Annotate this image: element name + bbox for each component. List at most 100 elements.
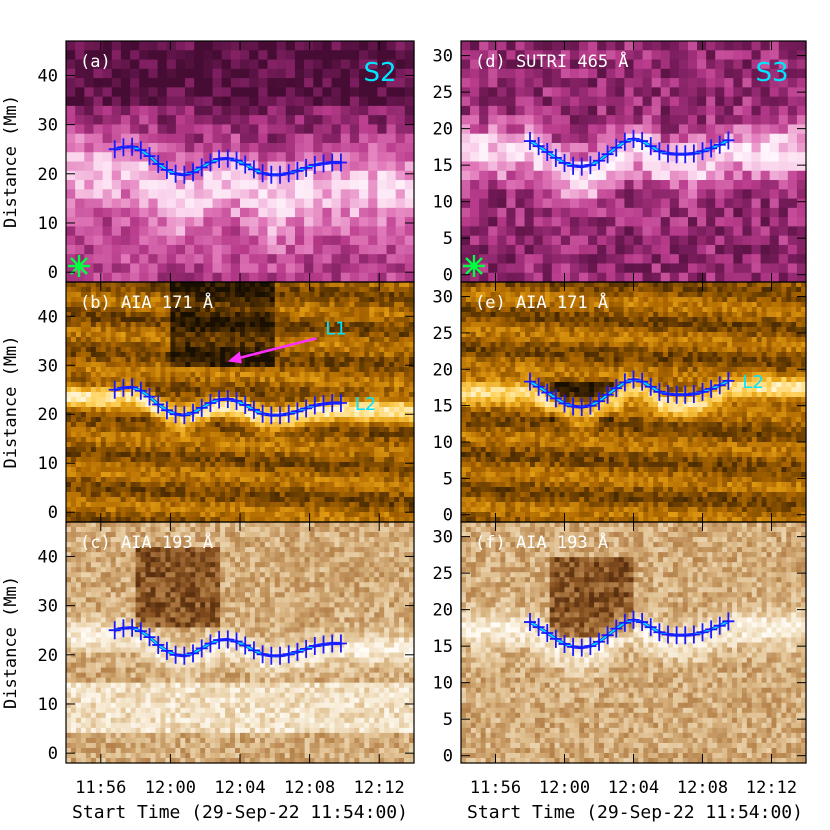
heatmap-cell [310,432,316,438]
heatmap-cell [399,462,405,468]
heatmap-cell [200,482,206,488]
heatmap-cell [313,217,323,227]
heatmap-cell [300,497,306,503]
heatmap-cell [313,180,323,190]
heatmap-cell [96,683,102,689]
heatmap-cell [111,467,117,473]
heatmap-cell [240,327,246,333]
heatmap-cell [86,467,92,473]
heatmap-cell [106,327,112,333]
heatmap-cell [215,322,221,328]
heatmap-cell [91,317,97,323]
heatmap-cell [339,472,345,478]
heatmap-cell [158,60,168,70]
heatmap-cell [121,245,131,255]
heatmap-cell [396,41,406,51]
heatmap-cell [86,748,92,754]
heatmap-cell [350,162,360,172]
heatmap-cell [350,115,360,125]
heatmap-cell [240,437,246,443]
heatmap-cell [66,592,72,598]
heatmap-cell [71,427,77,433]
heatmap-cell [334,302,340,308]
heatmap-cell [158,273,168,283]
heatmap-cell [86,587,92,593]
heatmap-cell [91,367,97,373]
heatmap-cell [121,693,127,699]
heatmap-cell [215,487,221,493]
heatmap-cell [225,467,231,473]
heatmap-cell [405,254,415,264]
heatmap-cell [91,392,97,398]
heatmap-cell [329,387,335,393]
heatmap-cell [121,282,127,288]
heatmap-cell [350,245,360,255]
heatmap-cell [275,497,281,503]
heatmap-cell [339,312,345,318]
heatmap-cell [91,352,97,358]
heatmap-cell [249,50,259,60]
heatmap-cell [369,482,375,488]
heatmap-cell [332,97,342,107]
heatmap-cell [126,648,132,654]
heatmap-cell [230,347,236,353]
heatmap-cell [369,372,375,378]
heatmap-cell [249,60,259,70]
heatmap-cell [245,332,251,338]
heatmap-cell [369,467,375,473]
heatmap-cell [81,437,87,443]
heatmap-cell [225,302,231,308]
heatmap-cell [121,658,127,664]
heatmap-cell [265,362,271,368]
heatmap-cell [66,738,72,744]
heatmap-cell [176,87,186,97]
heatmap-cell [394,477,400,483]
heatmap-cell [76,668,82,674]
heatmap-cell [369,457,375,463]
heatmap-cell [374,482,380,488]
heatmap-cell [101,688,107,694]
heatmap-cell [101,507,107,513]
heatmap-cell [126,457,132,463]
heatmap-cell [399,492,405,498]
heatmap-cell [245,427,251,433]
heatmap-cell [106,632,112,638]
heatmap-cell [379,447,385,453]
heatmap-cell [354,507,360,513]
heatmap-cell [200,372,206,378]
heatmap-cell [195,377,201,383]
heatmap-cell [66,698,72,704]
heatmap-cell [260,477,266,483]
heatmap-cell [315,312,321,318]
heatmap-cell [290,302,296,308]
heatmap-cell [359,497,365,503]
heatmap-cell [93,134,103,144]
heatmap-cell [368,134,378,144]
heatmap-cell [96,432,102,438]
heatmap-cell [245,472,251,478]
heatmap-cell [111,287,117,293]
heatmap-cell [71,587,77,593]
heatmap-cell [260,472,266,478]
heatmap-cell [139,189,149,199]
heatmap-cell [203,208,213,218]
heatmap-cell [349,497,355,503]
heatmap-cell [155,327,161,333]
heatmap-cell [267,217,277,227]
heatmap-cell [86,477,92,483]
heatmap-cell [121,572,127,578]
heatmap-cell [245,477,251,483]
heatmap-cell [305,317,311,323]
heatmap-cell [399,497,405,503]
heatmap-cell [91,562,97,568]
heatmap-cell [341,115,351,125]
heatmap-cell [66,152,76,162]
heatmap-cell [93,217,103,227]
heatmap-cell [265,507,271,513]
heatmap-cell [286,189,296,199]
heatmap-cell [222,162,232,172]
heatmap-cell [167,273,177,283]
heatmap-cell [175,332,181,338]
heatmap-cell [66,472,72,478]
heatmap-cell [170,287,176,293]
